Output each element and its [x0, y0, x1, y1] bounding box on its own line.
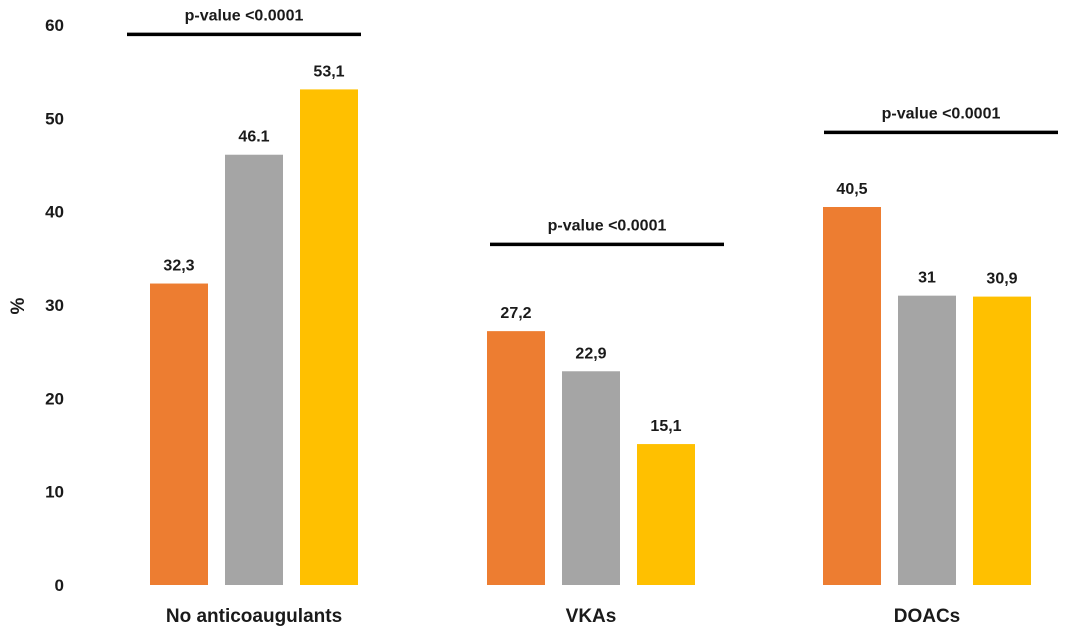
data-labels: 32,3 27,2 40,5 46.1 22,9 31 53,1 15,1 30,9	[163, 63, 1017, 435]
bar	[300, 89, 358, 586]
y-tick-label: 50	[45, 109, 64, 128]
y-axis-label: %	[8, 297, 29, 314]
bar	[562, 371, 620, 585]
bars	[150, 89, 1031, 586]
data-label: 53,1	[313, 63, 344, 80]
bar	[150, 283, 208, 585]
data-label: 30,9	[986, 271, 1017, 288]
p-value-label: p-value <0.0001	[185, 7, 304, 24]
y-tick-label: 30	[45, 296, 64, 315]
p-value-label: p-value <0.0001	[548, 217, 667, 234]
data-label: 22,9	[575, 345, 606, 362]
x-category-label: DOACs	[894, 606, 961, 627]
x-category-label: No anticoaugulants	[166, 606, 342, 627]
data-label: 27,2	[500, 305, 531, 322]
y-tick-label: 60	[45, 16, 64, 35]
y-tick-label: 20	[45, 389, 64, 408]
category-labels: No anticoaugulants VKAs DOACs	[166, 606, 960, 627]
bar	[637, 444, 695, 585]
bar	[823, 207, 881, 585]
data-label: 31	[918, 270, 936, 287]
data-label: 40,5	[836, 181, 867, 198]
data-label: 46.1	[238, 129, 269, 146]
data-label: 15,1	[650, 418, 681, 435]
bar	[898, 295, 956, 585]
y-tick-label: 10	[45, 483, 64, 502]
p-value-label: p-value <0.0001	[882, 105, 1001, 122]
y-tick-label: 0	[55, 576, 64, 595]
x-category-label: VKAs	[566, 606, 617, 627]
data-label: 32,3	[163, 258, 194, 275]
p-value-annotations: p-value <0.0001 p-value <0.0001 p-value <0…	[127, 7, 1058, 247]
bar	[225, 154, 283, 585]
y-axis-ticks: 0 10 20 30 40 50 60	[45, 16, 64, 595]
y-tick-label: 40	[45, 203, 64, 222]
bar	[487, 331, 545, 585]
bar	[973, 296, 1031, 585]
